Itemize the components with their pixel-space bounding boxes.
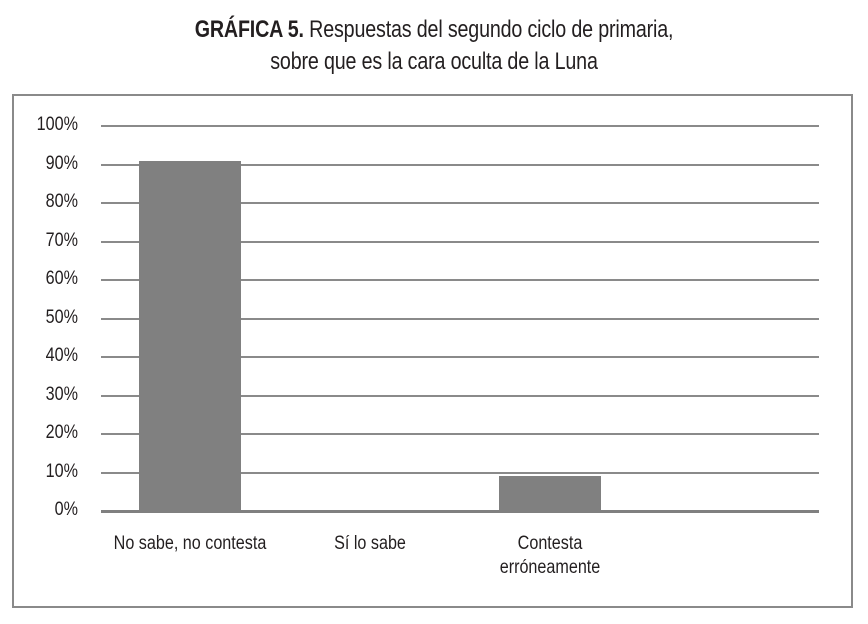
gridline [101,317,819,320]
x-category-label: No sabe, no contesta [113,533,267,554]
chart-number: GRÁFICA 5. [194,16,304,43]
y-tick-label: 0% [54,499,78,520]
x-category-label: Contesta erróneamente [499,533,601,578]
x-axis-line [101,510,819,513]
chart-title: GRÁFICA 5. Respuestas del segundo ciclo … [78,14,790,78]
plot-area [101,125,819,513]
gridline [101,163,819,166]
gridline [101,433,819,435]
gridline [101,394,819,397]
y-tick-label: 80% [45,191,78,212]
gridline [101,471,819,474]
chart-title-line-1: GRÁFICA 5. Respuestas del segundo ciclo … [78,14,790,46]
y-tick-label: 60% [45,268,78,289]
y-tick-label: 10% [45,460,78,482]
x-category-label: Sí lo sabe [334,533,406,554]
gridline [101,279,819,281]
bar [139,160,241,511]
gridline [101,125,819,127]
bar [499,476,601,511]
y-tick-label: 50% [45,306,78,328]
y-tick-label: 70% [45,229,78,251]
y-tick-label: 20% [45,422,78,443]
y-tick-label: 30% [45,383,78,405]
y-tick-label: 40% [45,345,78,366]
chart-title-line-2: sobre que es la cara oculta de la Luna [270,48,598,75]
chart-frame [12,94,853,608]
y-tick-label: 90% [45,152,78,174]
gridline [101,356,819,358]
gridline [101,202,819,204]
y-tick-label: 100% [36,114,78,135]
chart-title-text: Respuestas del segundo ciclo de primaria… [303,16,674,43]
gridline [101,240,819,243]
